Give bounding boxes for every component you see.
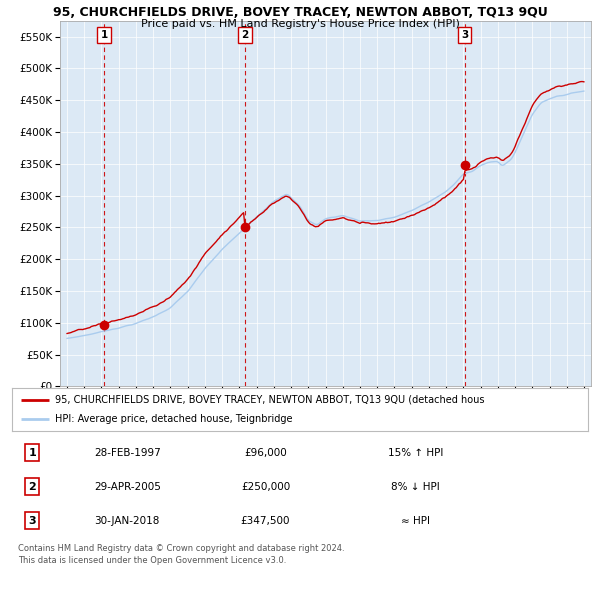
Text: This data is licensed under the Open Government Licence v3.0.: This data is licensed under the Open Gov…: [18, 556, 286, 565]
Text: £250,000: £250,000: [241, 482, 290, 491]
Text: ≈ HPI: ≈ HPI: [401, 516, 430, 526]
Text: 3: 3: [461, 30, 469, 40]
Text: £347,500: £347,500: [241, 516, 290, 526]
Text: HPI: Average price, detached house, Teignbridge: HPI: Average price, detached house, Teig…: [55, 414, 293, 424]
Text: 30-JAN-2018: 30-JAN-2018: [95, 516, 160, 526]
Text: Contains HM Land Registry data © Crown copyright and database right 2024.: Contains HM Land Registry data © Crown c…: [18, 544, 344, 553]
Text: 28-FEB-1997: 28-FEB-1997: [94, 448, 161, 458]
Text: Price paid vs. HM Land Registry's House Price Index (HPI): Price paid vs. HM Land Registry's House …: [140, 19, 460, 29]
Text: 1: 1: [100, 30, 107, 40]
Text: 95, CHURCHFIELDS DRIVE, BOVEY TRACEY, NEWTON ABBOT, TQ13 9QU (detached hous: 95, CHURCHFIELDS DRIVE, BOVEY TRACEY, NE…: [55, 395, 485, 405]
Text: 2: 2: [241, 30, 248, 40]
Text: 29-APR-2005: 29-APR-2005: [94, 482, 161, 491]
Text: 95, CHURCHFIELDS DRIVE, BOVEY TRACEY, NEWTON ABBOT, TQ13 9QU: 95, CHURCHFIELDS DRIVE, BOVEY TRACEY, NE…: [53, 6, 547, 19]
Text: 1: 1: [28, 448, 36, 458]
Text: 8% ↓ HPI: 8% ↓ HPI: [391, 482, 440, 491]
Text: 15% ↑ HPI: 15% ↑ HPI: [388, 448, 443, 458]
Text: 2: 2: [28, 482, 36, 491]
Text: 3: 3: [28, 516, 36, 526]
Text: £96,000: £96,000: [244, 448, 287, 458]
